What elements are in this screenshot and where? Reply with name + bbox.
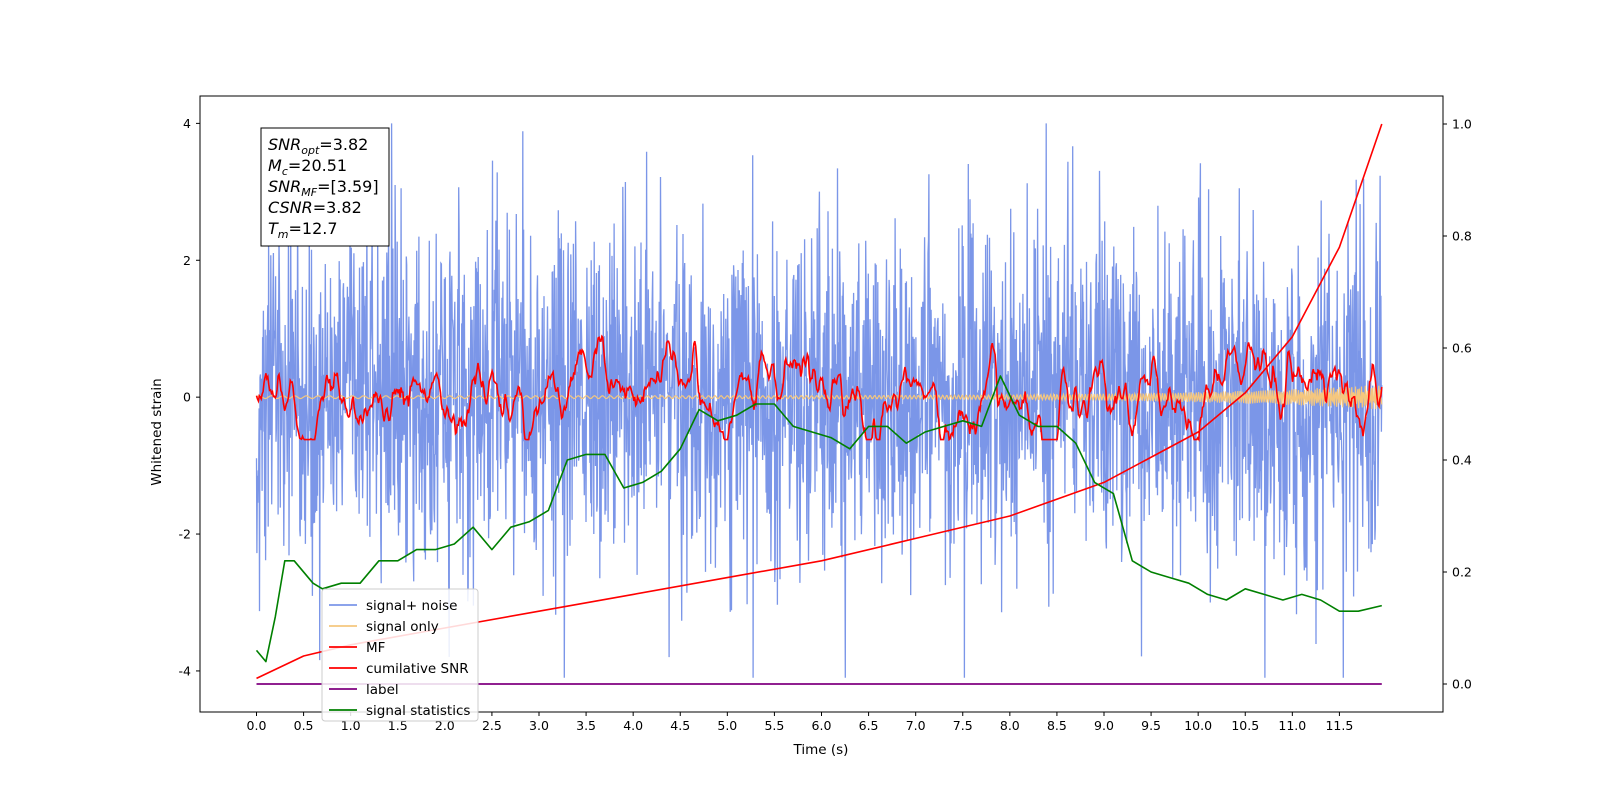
x-tick-label: 10.0 xyxy=(1184,718,1212,733)
legend-label: MF xyxy=(366,640,385,656)
series-signal-only xyxy=(256,385,1383,410)
x-tick-label: 6.0 xyxy=(812,718,832,733)
annotation-line: SNRMF=[3.59] xyxy=(268,177,379,199)
x-tick-label: 10.5 xyxy=(1231,718,1259,733)
x-tick-label: 1.5 xyxy=(388,718,408,733)
annotation-variable: M xyxy=(268,156,282,175)
y-tick-label-left: 4 xyxy=(183,116,191,131)
x-tick-label: 5.5 xyxy=(764,718,784,733)
legend-items: signal+ noise signal only MF cumilative SNR… xyxy=(329,598,470,719)
x-tick-label: 2.5 xyxy=(482,718,502,733)
y-tick-label-left: 0 xyxy=(183,390,191,405)
x-tick-label: 0.5 xyxy=(294,718,314,733)
legend-label: signal+ noise xyxy=(366,598,457,614)
x-tick-label: 8.0 xyxy=(1000,718,1020,733)
annotation-subscript: opt xyxy=(301,144,320,157)
y-axis-label-left: Whitened strain xyxy=(149,378,165,485)
annotation-variable: SNR xyxy=(268,135,301,154)
x-tick-label: 7.0 xyxy=(906,718,926,733)
annotation-subscript: m xyxy=(278,228,289,241)
x-tick-label: 9.0 xyxy=(1094,718,1114,733)
y-tick-label-right: 0.6 xyxy=(1452,341,1472,356)
annotation-subscript: c xyxy=(282,165,288,178)
x-tick-label: 3.0 xyxy=(529,718,549,733)
y-tick-label-right: 0.4 xyxy=(1452,453,1472,468)
y-axis-right: 0.0 0.2 0.4 0.6 0.8 1.0 xyxy=(1443,117,1472,692)
x-axis-label: Time (s) xyxy=(793,742,849,758)
y-tick-label-right: 0.8 xyxy=(1452,229,1472,244)
annotation-line: SNRopt=3.82 xyxy=(268,135,368,157)
x-tick-label: 1.0 xyxy=(341,718,361,733)
series-signal-plus-noise xyxy=(255,123,1383,678)
x-tick-label: 9.5 xyxy=(1141,718,1161,733)
x-tick-label: 4.5 xyxy=(670,718,690,733)
x-tick-label: 2.0 xyxy=(435,718,455,733)
annotation-value: =3.82 xyxy=(313,198,362,217)
y-tick-label-left: -4 xyxy=(179,663,192,678)
x-tick-label: 7.5 xyxy=(953,718,973,733)
x-tick-label: 11.5 xyxy=(1325,718,1353,733)
annotation-line: CSNR=3.82 xyxy=(268,198,362,217)
x-axis: 0.0 0.5 1.0 1.5 2.0 2.5 3.0 3.5 4.0 4.5 5.0 5.5 6.0 6… xyxy=(247,712,1353,733)
x-tick-label: 8.5 xyxy=(1047,718,1067,733)
annotation-lines: SNRopt=3.82Mc=20.51SNRMF=[3.59]CSNR=3.82… xyxy=(268,135,379,241)
annotation-value: =[3.59] xyxy=(317,177,379,196)
y-tick-label-right: 0.2 xyxy=(1452,565,1472,580)
series-signal-statistics xyxy=(255,375,1382,663)
legend-label: signal statistics xyxy=(366,703,470,719)
annotation-variable: SNR xyxy=(268,177,301,196)
annotation-variable: T xyxy=(268,219,279,238)
y-tick-label-right: 0.0 xyxy=(1452,677,1472,692)
annotation-line: Mc=20.51 xyxy=(268,156,347,178)
annotation-subscript: MF xyxy=(301,186,317,199)
legend: signal+ noise signal only MF cumilative SNR… xyxy=(321,588,479,722)
y-axis-left: -4 -2 0 2 4 xyxy=(179,116,200,678)
x-tick-label: 6.5 xyxy=(859,718,879,733)
legend-label: signal only xyxy=(366,619,439,635)
annotation-box: SNRopt=3.82Mc=20.51SNRMF=[3.59]CSNR=3.82… xyxy=(260,127,390,247)
annotation-frame xyxy=(260,127,390,247)
x-tick-label: 4.0 xyxy=(623,718,643,733)
annotation-value: =12.7 xyxy=(289,219,338,238)
annotation-line: Tm=12.7 xyxy=(268,219,338,241)
annotation-variable: CSNR xyxy=(268,198,313,217)
legend-label: cumilative SNR xyxy=(366,661,469,677)
y-tick-label-right: 1.0 xyxy=(1452,117,1472,132)
y-tick-label-left: 2 xyxy=(183,253,191,268)
annotation-value: =20.51 xyxy=(288,156,347,175)
annotation-value: =3.82 xyxy=(319,135,368,154)
legend-label: label xyxy=(366,682,399,698)
x-tick-label: 3.5 xyxy=(576,718,596,733)
y-tick-label-left: -2 xyxy=(179,527,191,542)
x-tick-label: 5.0 xyxy=(717,718,737,733)
x-tick-label: 0.0 xyxy=(247,718,267,733)
x-tick-label: 11.0 xyxy=(1278,718,1306,733)
legend-frame xyxy=(321,588,479,722)
series-mf xyxy=(255,334,1383,443)
